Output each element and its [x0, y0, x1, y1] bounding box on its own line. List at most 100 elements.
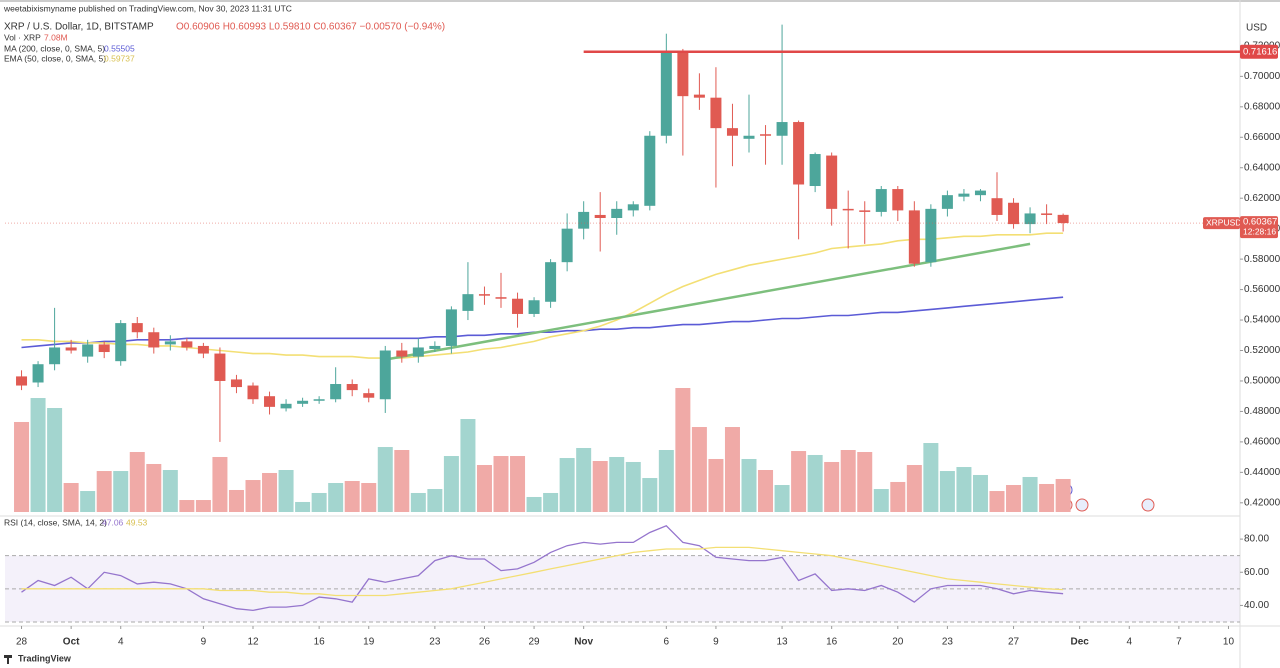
- ema-value: 0.59737: [104, 53, 135, 63]
- volume-bar: [989, 491, 1005, 512]
- y-tick-label: 0.50000: [1244, 376, 1280, 387]
- volume-bar: [543, 492, 559, 512]
- volume-bar: [344, 481, 360, 512]
- candle-body: [181, 341, 193, 348]
- candle-body: [1057, 214, 1069, 224]
- x-tick-label: 6: [664, 637, 670, 648]
- candle-body: [561, 228, 573, 263]
- candle-body: [793, 122, 805, 185]
- y-tick-label: 0.66000: [1244, 132, 1280, 143]
- x-tick-label: 20: [892, 637, 904, 648]
- candle-body: [412, 347, 424, 357]
- candle-body: [826, 155, 838, 209]
- candle-body: [495, 297, 507, 299]
- candle-body: [726, 128, 738, 136]
- candle-body: [644, 135, 656, 206]
- logo-icon: [4, 655, 12, 664]
- candle-body: [462, 294, 474, 311]
- volume-bar: [691, 427, 707, 512]
- candle-body: [131, 323, 143, 333]
- candle-body: [445, 309, 457, 346]
- volume-bar: [1022, 476, 1038, 512]
- rsi-tick-label: 40.00: [1244, 600, 1269, 611]
- volume-bar: [724, 427, 740, 512]
- y-tick-label: 0.58000: [1244, 254, 1280, 265]
- x-tick-label: 13: [777, 637, 789, 648]
- y-tick-label: 0.54000: [1244, 315, 1280, 326]
- candle-body: [545, 262, 557, 302]
- candle-body: [313, 399, 325, 401]
- ma-value: 0.55505: [104, 43, 135, 53]
- symbol-box: [1203, 217, 1240, 230]
- y-tick-label: 0.42000: [1244, 497, 1280, 508]
- volume-bar: [857, 452, 873, 512]
- x-tick-label: 23: [942, 637, 954, 648]
- symbol: XRP / U.S. Dollar, 1D, BITSTAMP: [4, 22, 154, 33]
- candle-body: [611, 208, 623, 218]
- volume-bar: [642, 478, 658, 512]
- candle-body: [875, 189, 887, 212]
- x-tick-label: Oct: [63, 637, 80, 648]
- volume-bar: [576, 447, 592, 512]
- volume-bar: [129, 452, 145, 512]
- candle-body: [578, 211, 590, 229]
- x-tick-label: 27: [1008, 637, 1020, 648]
- footer-logo: TradingView: [18, 653, 72, 663]
- candle-body: [776, 122, 788, 136]
- candle-body: [941, 195, 953, 209]
- candle-body: [677, 51, 689, 97]
- y-tick-label: 0.56000: [1244, 284, 1280, 295]
- rsi-value: 47.06: [102, 517, 124, 527]
- volume-bar: [80, 491, 96, 512]
- volume-bar: [708, 458, 724, 512]
- candle-body: [164, 341, 176, 345]
- candle-body: [363, 393, 375, 398]
- candle-body: [16, 376, 28, 386]
- volume-bar: [1055, 478, 1071, 512]
- volume-bar: [476, 465, 492, 512]
- volume-bar: [923, 443, 939, 512]
- candle-body: [346, 384, 358, 391]
- x-tick-label: Dec: [1070, 637, 1089, 648]
- volume-bar: [427, 489, 443, 512]
- y-tick-label: 0.68000: [1244, 101, 1280, 112]
- volume-bar: [873, 489, 889, 512]
- volume-bar: [443, 456, 459, 512]
- rsi-legend: RSI (14, close, SMA, 14, 2): [4, 517, 107, 527]
- volume-bar: [377, 447, 393, 512]
- volume-bar: [1039, 483, 1055, 512]
- x-tick-label: 9: [201, 637, 207, 648]
- price-label: 0.60367: [1243, 217, 1277, 228]
- indicator-line: [21, 232, 1064, 359]
- volume-bar: [460, 419, 476, 512]
- volume-bar: [63, 483, 79, 512]
- volume-bar: [328, 483, 344, 512]
- candle-body: [693, 94, 705, 98]
- volume-bar: [262, 472, 278, 512]
- candle-body: [197, 345, 209, 354]
- candle-body: [710, 97, 722, 129]
- volume-bar: [972, 474, 988, 512]
- candle-body: [512, 298, 524, 314]
- publisher: weetabixismyname published on TradingVie…: [3, 3, 292, 13]
- candle-body: [1041, 213, 1053, 215]
- rsi-sma-value: 49.53: [126, 517, 148, 527]
- y-tick-label: 0.44000: [1244, 467, 1280, 478]
- volume-bar: [791, 451, 807, 512]
- volume-bar: [840, 450, 856, 512]
- candle-body: [842, 208, 854, 211]
- volume-bar: [939, 471, 955, 512]
- x-tick-label: 28: [16, 637, 28, 648]
- candle-body: [925, 208, 937, 263]
- volume-bar: [890, 481, 906, 512]
- volume-bar: [741, 458, 757, 512]
- event-icon: [1141, 498, 1155, 512]
- volume-bar: [824, 461, 840, 512]
- y-tick-label: 0.52000: [1244, 345, 1280, 356]
- volume-bar: [162, 469, 178, 512]
- candle-body: [991, 198, 1003, 215]
- x-tick-label: 16: [826, 637, 838, 648]
- x-tick-label: 16: [314, 637, 326, 648]
